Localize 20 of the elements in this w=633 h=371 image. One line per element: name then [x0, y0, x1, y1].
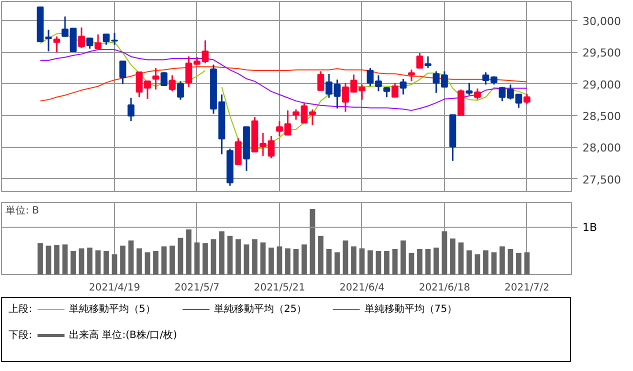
y-tick-label: 28,000 [582, 142, 621, 155]
x-tick-label: 2021/4/19 [88, 282, 140, 294]
y-tick-label: 29,500 [582, 46, 621, 60]
x-tick-label: 2021/5/7 [174, 282, 220, 294]
x-tick-label: 2021/5/21 [254, 282, 306, 294]
legend-title: 上段: [8, 303, 32, 315]
x-tick-label: 2021/6/18 [418, 282, 470, 294]
legend-label: 出来高 単位:(B株/口/枚) [69, 329, 178, 341]
legend-title: 下段: [8, 329, 32, 341]
x-tick-label: 2021/6/4 [340, 282, 384, 294]
x-tick-label: 2021/7/2 [504, 282, 550, 294]
y-tick-label: 28,500 [582, 110, 621, 123]
legend-label: 単純移動平均（5） [69, 303, 156, 315]
legend-label: 単純移動平均（25） [214, 303, 307, 315]
ref-line-label: 1B [582, 220, 598, 234]
y-tick-label: 30,000 [582, 15, 621, 28]
y-tick-label: 27,500 [582, 173, 621, 186]
y-tick-label: 29,000 [582, 78, 621, 92]
annotation: 単位: B [6, 204, 40, 216]
legend-label: 単純移動平均（75） [364, 303, 458, 315]
